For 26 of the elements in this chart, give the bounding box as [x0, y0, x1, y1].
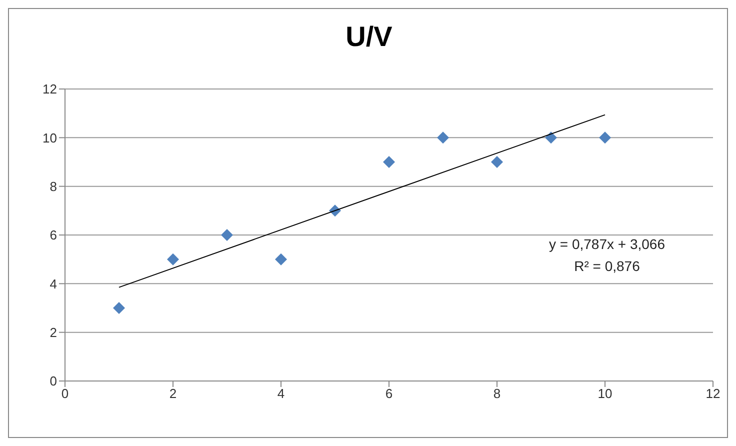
x-tick-label: 0 [61, 386, 69, 402]
y-tick-label: 2 [50, 324, 57, 340]
x-tick-label: 12 [706, 386, 720, 402]
y-tick-label: 0 [50, 374, 57, 389]
y-tick-label: 10 [42, 130, 57, 146]
y-tick-label: 6 [50, 228, 57, 243]
annotation: y = 0,787x + 3,066 [548, 236, 666, 252]
x-tick-label: 2 [169, 386, 177, 402]
point [545, 132, 557, 144]
annotation: R² = 0,876 [573, 258, 641, 274]
y-tick-label: 4 [50, 276, 57, 292]
point [275, 253, 287, 266]
point [491, 156, 503, 168]
point [167, 253, 179, 266]
y-tick-label: 8 [50, 178, 57, 194]
point [113, 302, 125, 314]
x-tick-label: 4 [277, 386, 285, 402]
x-tick-label: 8 [493, 386, 501, 402]
y-tick-label: 12 [42, 82, 57, 97]
point [383, 156, 395, 168]
chart-title: U/V [344, 21, 394, 53]
x-tick-label: 10 [598, 386, 612, 402]
point [437, 132, 449, 144]
point [221, 229, 233, 241]
x-tick-label: 6 [385, 386, 393, 402]
point [599, 132, 611, 144]
